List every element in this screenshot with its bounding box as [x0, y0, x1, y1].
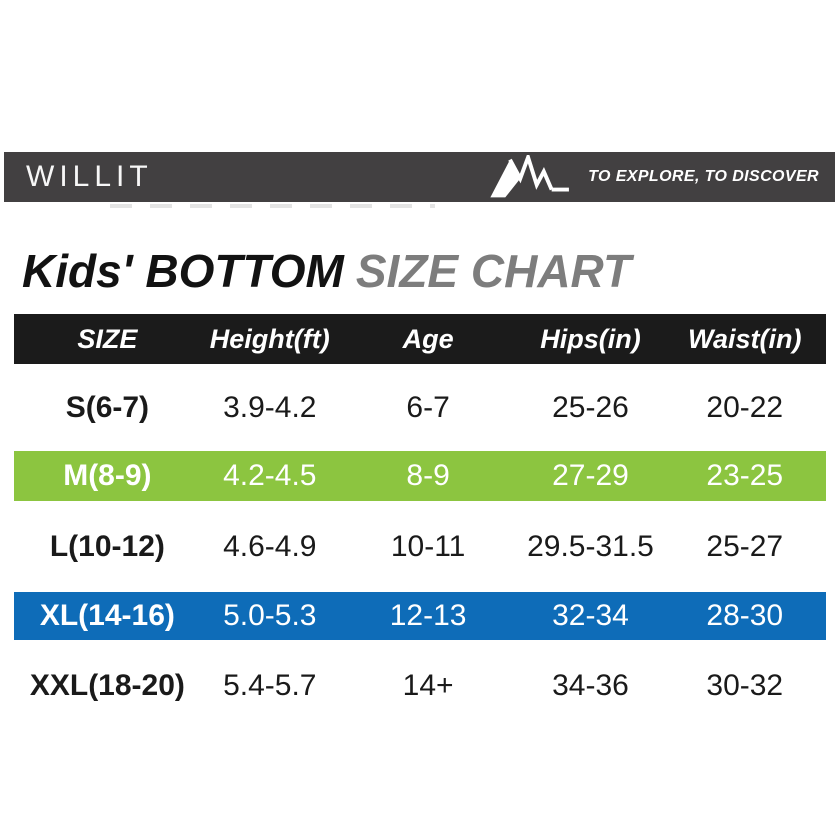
- brand-tagline-group: TO EXPLORE, TO DISCOVER: [486, 152, 819, 202]
- cell-height: 5.4-5.7: [223, 669, 317, 702]
- size-chart-table: SIZE Height(ft) Age Hips(in) Waist(in) S…: [14, 314, 826, 732]
- cell-hips: 32-34: [552, 599, 629, 632]
- table-row: S(6-7) 3.9-4.2 6-7 25-26 20-22: [14, 364, 826, 451]
- cell-age: 14+: [402, 669, 454, 702]
- header-cell-hips: Hips(in): [540, 323, 641, 354]
- cell-height: 4.2-4.5: [223, 459, 317, 492]
- brand-logo: WILLIT: [26, 160, 153, 193]
- mountain-icon: [490, 155, 570, 198]
- cell-height: 3.9-4.2: [223, 390, 317, 424]
- cell-age: 6-7: [406, 390, 450, 424]
- header-cell-height: Height(ft): [209, 323, 330, 354]
- cell-age: 10-11: [390, 529, 466, 563]
- cell-hips: 34-36: [552, 669, 629, 702]
- title-secondary: SIZE CHART: [355, 245, 632, 297]
- cell-waist: 20-22: [706, 390, 784, 424]
- cell-size: L(10-12): [49, 529, 165, 563]
- cell-height: 5.0-5.3: [223, 599, 317, 632]
- table-row: M(8-9) 4.2-4.5 8-9 27-29 23-25: [14, 451, 826, 501]
- cell-size: S(6-7): [65, 390, 150, 424]
- cell-waist: 25-27: [706, 529, 784, 563]
- cell-height: 4.6-4.9: [223, 529, 317, 563]
- cell-hips: 27-29: [552, 459, 629, 492]
- cell-hips: 29.5-31.5: [527, 529, 654, 563]
- brand-tagline: TO EXPLORE, TO DISCOVER: [588, 168, 819, 185]
- cell-waist: 28-30: [706, 599, 784, 632]
- cell-size: XL(14-16): [39, 599, 175, 632]
- dashed-edge-decoration: [110, 204, 435, 208]
- header-cell-waist: Waist(in): [688, 323, 802, 354]
- cell-hips: 25-26: [552, 390, 629, 424]
- cell-age: 12-13: [389, 599, 467, 632]
- cell-waist: 30-32: [706, 669, 784, 702]
- page-title: Kids' BOTTOM SIZE CHART: [22, 241, 631, 301]
- header-cell-age: Age: [402, 323, 454, 354]
- cell-age: 8-9: [406, 459, 450, 492]
- cell-waist: 23-25: [706, 459, 784, 492]
- table-header-row: SIZE Height(ft) Age Hips(in) Waist(in): [14, 314, 826, 364]
- header-cell-size: SIZE: [77, 323, 138, 354]
- table-row: XXL(18-20) 5.4-5.7 14+ 34-36 30-32: [14, 640, 826, 732]
- title-primary: Kids' BOTTOM: [22, 245, 344, 297]
- cell-size: XXL(18-20): [29, 669, 185, 702]
- brand-bar: WILLIT TO EXPLORE, TO DISCOVER: [4, 152, 835, 202]
- table-row: L(10-12) 4.6-4.9 10-11 29.5-31.5 25-27: [14, 501, 826, 592]
- table-row: XL(14-16) 5.0-5.3 12-13 32-34 28-30: [14, 592, 826, 640]
- cell-size: M(8-9): [63, 459, 152, 492]
